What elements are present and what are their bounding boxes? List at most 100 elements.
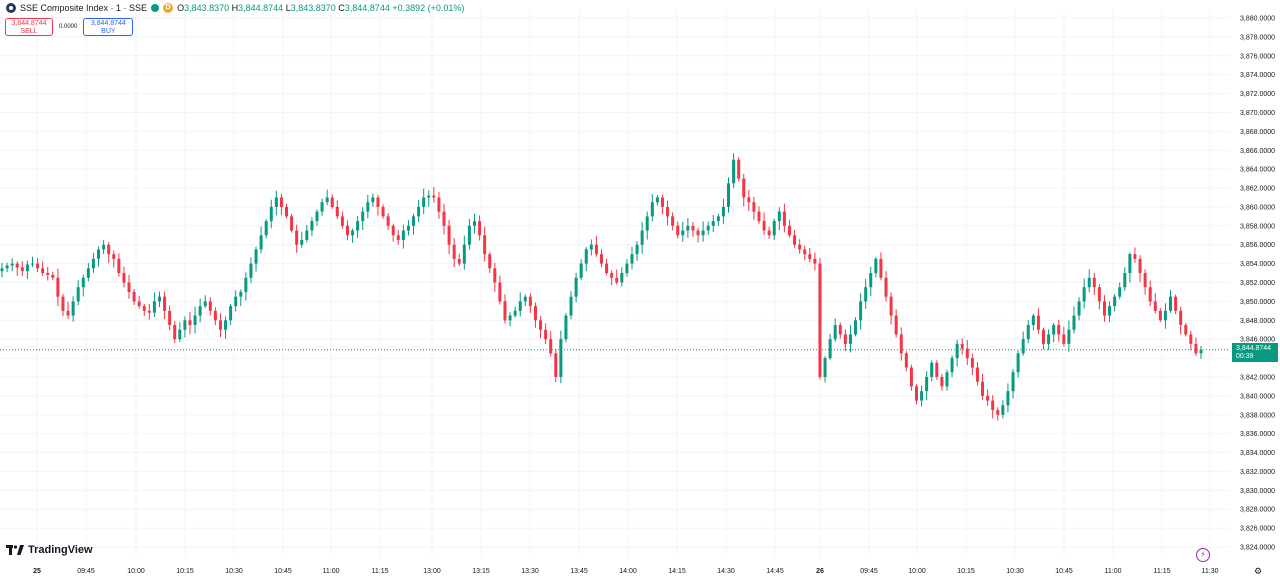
candle	[996, 407, 1000, 421]
candle	[813, 252, 817, 271]
candle	[1138, 255, 1142, 283]
candle-body	[721, 206, 725, 217]
candle-body	[793, 235, 797, 245]
candle	[356, 215, 360, 239]
time-tick-label: 11:30	[1202, 568, 1219, 575]
candle	[594, 236, 598, 257]
time-axis[interactable]: 25 09:45 10:00 10:15 10:30 10:45 11:00 11:15 13:…	[33, 568, 1219, 575]
candle	[325, 189, 329, 206]
candle	[422, 188, 426, 214]
symbol-title[interactable]: SSE Composite Index · 1 · SSE	[20, 3, 148, 13]
sell-button[interactable]: 3,844.8744 SELL	[5, 18, 53, 36]
candle	[1057, 319, 1061, 342]
candle	[975, 362, 979, 386]
candle	[1026, 320, 1030, 344]
candle-body	[478, 221, 482, 236]
candle	[269, 199, 273, 229]
candle	[848, 325, 852, 353]
candle-body	[472, 221, 476, 226]
candle-body	[36, 263, 40, 269]
candle-body	[594, 244, 598, 255]
candle-body	[854, 320, 858, 335]
candle-body	[579, 263, 583, 278]
candle-body	[630, 254, 634, 264]
tradingview-logo[interactable]: TradingView	[6, 544, 93, 556]
candle-body	[259, 235, 263, 250]
candle	[523, 294, 527, 307]
candle-body	[51, 274, 55, 278]
candle-body	[422, 197, 426, 207]
gear-icon[interactable]: ⚙	[1254, 566, 1263, 576]
candle	[330, 194, 334, 209]
candle-body	[152, 301, 156, 313]
candle-body	[0, 268, 4, 272]
candle	[706, 221, 710, 235]
candle-body	[808, 254, 812, 259]
candle	[1153, 293, 1157, 314]
price-tick-label: 3,876.0000	[1240, 53, 1275, 60]
candle	[163, 291, 167, 320]
price-tick-label: 3,860.0000	[1240, 204, 1275, 211]
candle	[168, 305, 172, 331]
time-tick-label: 13:15	[472, 568, 490, 575]
candle-body	[361, 211, 365, 222]
candle	[340, 211, 344, 229]
candle-body	[203, 301, 207, 307]
price-axis[interactable]: 3,880.0000 3,878.0000 3,876.0000 3,874.0000…	[1230, 0, 1280, 578]
candle	[655, 194, 659, 206]
candle	[574, 272, 578, 303]
candle	[879, 252, 883, 281]
candle-body	[762, 221, 766, 231]
candle-body	[483, 235, 487, 255]
candle-body	[213, 310, 217, 321]
candle-body	[513, 310, 517, 316]
candle	[254, 246, 258, 272]
lightning-icon[interactable]: ⚡	[1196, 548, 1210, 562]
candle-body	[1031, 315, 1035, 326]
time-tick-label: 14:45	[766, 568, 784, 575]
candle-body	[1169, 296, 1173, 311]
candle-body	[249, 263, 253, 278]
candle	[828, 333, 832, 360]
candle-body	[650, 202, 654, 217]
price-tick-label: 3,846.0000	[1240, 337, 1275, 344]
candle	[208, 297, 212, 316]
candle-body	[833, 325, 837, 340]
candle-body	[406, 225, 410, 231]
price-tick-label: 3,828.0000	[1240, 507, 1275, 514]
time-tick-label: 11:00	[323, 568, 340, 575]
candle	[488, 251, 492, 274]
time-tick-label: 13:00	[423, 568, 441, 575]
candle	[686, 217, 690, 238]
candle-body	[640, 230, 644, 245]
candle-body	[396, 235, 400, 240]
dividend-badge[interactable]: D	[163, 3, 174, 13]
price-tick-label: 3,824.0000	[1240, 545, 1275, 552]
candle-body	[813, 258, 817, 264]
candle-body	[15, 263, 19, 268]
candle-body	[859, 301, 863, 321]
candle-body	[1108, 306, 1112, 316]
candle-body	[777, 211, 781, 222]
candle-body	[955, 343, 959, 359]
candle	[671, 212, 675, 231]
candle-body	[914, 386, 918, 401]
candle	[1158, 307, 1162, 323]
candle	[615, 269, 619, 285]
candle	[147, 303, 151, 320]
candle-body	[46, 273, 50, 275]
candle-body	[234, 296, 238, 307]
candle-body	[112, 254, 116, 259]
candle-body	[325, 197, 329, 203]
candle	[518, 292, 522, 317]
candle-body	[635, 244, 639, 255]
buy-button[interactable]: 3,844.8744 BUY	[83, 18, 134, 36]
candle-body	[427, 195, 431, 198]
time-tick-label: 14:00	[619, 568, 637, 575]
candle-body	[132, 291, 136, 302]
candle	[462, 235, 466, 270]
time-tick-label: 13:45	[570, 568, 588, 575]
candle	[838, 322, 842, 339]
candle	[986, 389, 990, 406]
